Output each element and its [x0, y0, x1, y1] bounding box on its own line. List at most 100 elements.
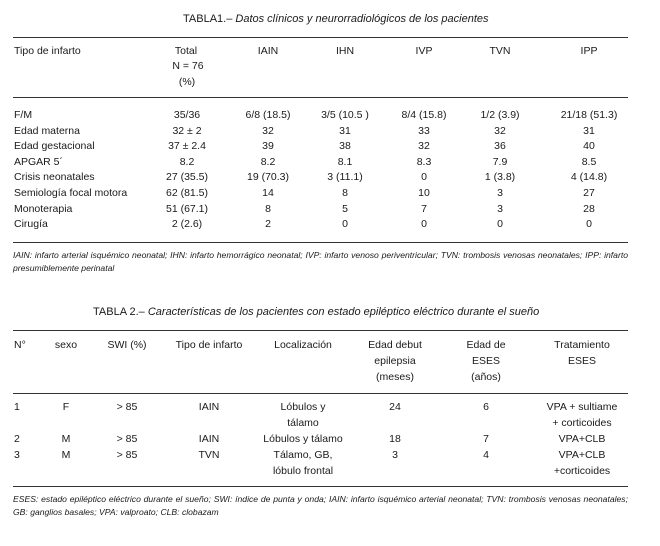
t1-row-ihn: 31 [339, 124, 351, 137]
table1-caption-lead: TABLA1.– [183, 13, 233, 25]
t2-row-trat-1: VPA+CLB [558, 433, 606, 445]
t2-header-eses-2: ESES [471, 355, 501, 367]
t1-row-total: 62 (81.5) [165, 187, 209, 199]
table1-caption-text: Datos clínicos y neurorradiológicos de l… [235, 13, 489, 25]
t1-row-tvn: 7.9 [492, 155, 508, 168]
t1-row-total: 8.2 [179, 155, 195, 168]
t1-row-iain: 32 [262, 124, 274, 137]
t1-row-ivp: 32 [418, 140, 430, 153]
table1-top-rule [13, 37, 628, 38]
t1-row-ipp: 28 [583, 202, 595, 215]
t1-row-label: Edad gestacional [14, 140, 95, 153]
t2-row-debut: 18 [389, 433, 401, 445]
t2-row-loc-2: tálamo [287, 416, 319, 429]
t1-row-tvn: 0 [497, 218, 503, 231]
t1-header-iain: IAIN [257, 45, 279, 57]
t1-row-ipp: 4 (14.8) [570, 171, 608, 184]
table1-bottom-rule [13, 242, 628, 243]
t1-row-tvn: 3 [497, 187, 503, 199]
t1-row-label: Semiología focal motora [14, 187, 128, 199]
t2-header-sexo: sexo [54, 339, 78, 351]
t2-row-loc-1: Lóbulos y tálamo [263, 433, 343, 445]
table1-footnote: IAIN: infarto arterial isquémico neonata… [13, 250, 628, 273]
t1-row-ihn: 8.1 [337, 155, 353, 168]
t1-row-ivp: 8.3 [416, 155, 432, 168]
t2-header-debut-3: (meses) [376, 371, 414, 383]
t2-header-n: N° [14, 339, 26, 351]
t1-row-label: Edad materna [14, 124, 80, 137]
t2-row-loc-1: Lóbulos y [280, 401, 326, 413]
t1-row-tvn: 1/2 (3.9) [480, 109, 520, 121]
t1-header-ihn: IHN [335, 45, 355, 57]
t2-row-trat-1: VPA + sultiame [546, 401, 618, 413]
t2-row-swi: > 85 [116, 449, 138, 461]
table2-top-rule [13, 330, 628, 331]
t1-row-ipp: 8.5 [581, 155, 597, 168]
t2-row-trat-2: +corticoides [553, 464, 611, 477]
t2-header-tipo: Tipo de infarto [175, 339, 243, 351]
t2-row-loc-1: Tálamo, GB, [273, 449, 333, 461]
table2-caption: TABLA 2.– Características de los pacient… [93, 306, 539, 318]
t1-row-total: 32 ± 2 [172, 124, 202, 137]
t2-header-loc: Localización [274, 339, 332, 351]
t1-row-ihn: 38 [339, 140, 351, 153]
t2-row-sexo: M [61, 433, 71, 445]
t1-row-ivp: 0 [421, 218, 427, 231]
table2-caption-lead: TABLA 2.– [93, 306, 145, 318]
t1-row-ipp: 21/18 (51.3) [560, 109, 618, 121]
table2-bottom-rule [13, 486, 628, 487]
t2-row-sexo: F [62, 401, 70, 413]
t1-row-tvn: 36 [494, 140, 506, 153]
t1-row-ihn: 3 (11.1) [327, 171, 363, 184]
t2-row-eses: 7 [483, 433, 489, 445]
table1-header-rule [13, 97, 628, 98]
t2-row-eses: 6 [483, 401, 489, 413]
t2-row-eses: 4 [483, 449, 489, 461]
t2-row-tipo: IAIN [198, 401, 220, 413]
t1-header-total-2: N = 76 [172, 60, 204, 72]
t1-row-iain: 19 (70.3) [246, 171, 290, 184]
t1-row-ipp: 31 [583, 124, 595, 137]
t1-header-tvn: TVN [489, 45, 511, 57]
t1-row-iain: 14 [262, 187, 274, 199]
t2-header-trat-1: Tratamiento [554, 339, 610, 351]
t2-header-trat-2: ESES [567, 355, 597, 367]
t1-row-ivp: 7 [421, 202, 427, 215]
t1-row-total: 37 ± 2.4 [168, 140, 206, 153]
t2-row-swi: > 85 [116, 433, 138, 445]
t1-row-ihn: 8 [342, 187, 348, 199]
t1-row-ivp: 8/4 (15.8) [401, 109, 447, 121]
t1-row-iain: 8 [265, 202, 271, 215]
t1-header-total-1: Total [174, 45, 198, 57]
t1-row-total: 51 (67.1) [165, 202, 209, 215]
t1-row-total: 2 (2.6) [171, 218, 203, 231]
t1-row-iain: 39 [262, 140, 274, 153]
t2-header-eses-3: (años) [471, 371, 501, 383]
table2-header-rule [13, 393, 628, 394]
t2-row-sexo: M [61, 449, 71, 461]
t2-row-loc-2: lóbulo frontal [272, 464, 334, 477]
t1-row-iain: 6/8 (18.5) [245, 109, 291, 121]
table2-caption-text: Características de los pacientes con est… [147, 306, 540, 318]
t1-row-ipp: 27 [583, 187, 595, 199]
t2-row-n: 2 [14, 433, 20, 445]
t2-header-debut-1: Edad debut [368, 339, 422, 351]
t1-row-label: Crisis neonatales [14, 171, 95, 184]
t1-row-ivp: 10 [418, 187, 430, 199]
t1-header-tipo: Tipo de infarto [14, 45, 81, 57]
t1-row-iain: 2 [265, 218, 271, 231]
t2-row-swi: > 85 [116, 401, 138, 413]
t1-row-ihn: 3/5 (10.5 ) [321, 109, 369, 121]
t2-header-swi: SWI (%) [107, 339, 147, 351]
t2-row-tipo: IAIN [198, 433, 220, 445]
t1-row-label: APGAR 5´ [14, 155, 64, 168]
t1-row-label: Cirugía [14, 218, 48, 231]
t1-row-ivp: 33 [418, 124, 430, 137]
t2-row-trat-2: + corticoides [552, 416, 612, 429]
table1-caption: TABLA1.– Datos clínicos y neurorradiológ… [183, 13, 489, 25]
t2-header-debut-2: epilepsia [374, 355, 416, 367]
t2-row-n: 1 [14, 401, 20, 413]
t1-row-tvn: 3 [497, 202, 503, 215]
t1-row-tvn: 1 (3.8) [484, 171, 516, 184]
t1-row-ihn: 5 [342, 202, 348, 215]
